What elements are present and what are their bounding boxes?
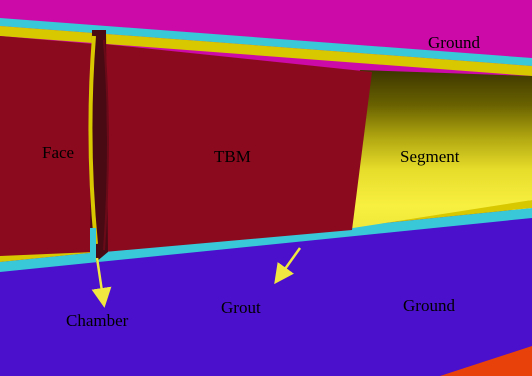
ground-bottom-label: Ground	[403, 296, 455, 315]
corner-wedge	[440, 346, 532, 376]
tbm-body	[104, 44, 372, 252]
segment-label: Segment	[400, 147, 460, 166]
shield-top-band	[0, 26, 532, 76]
face-region	[0, 36, 94, 256]
grout-bottom-band	[0, 208, 532, 272]
cutterhead-rim	[88, 35, 98, 245]
ground-top-label: Ground	[428, 33, 480, 52]
chamber-grout-strip	[90, 228, 96, 262]
segment-lining	[340, 70, 532, 230]
tbm-label: TBM	[214, 147, 251, 166]
chamber-arrow	[91, 257, 112, 308]
face-label: Face	[42, 143, 75, 162]
grout-top-band	[0, 18, 532, 66]
chamber-label: Chamber	[66, 311, 129, 330]
grout-label: Grout	[221, 298, 261, 317]
chamber-edge	[103, 39, 109, 251]
grout-arrow	[274, 247, 302, 285]
